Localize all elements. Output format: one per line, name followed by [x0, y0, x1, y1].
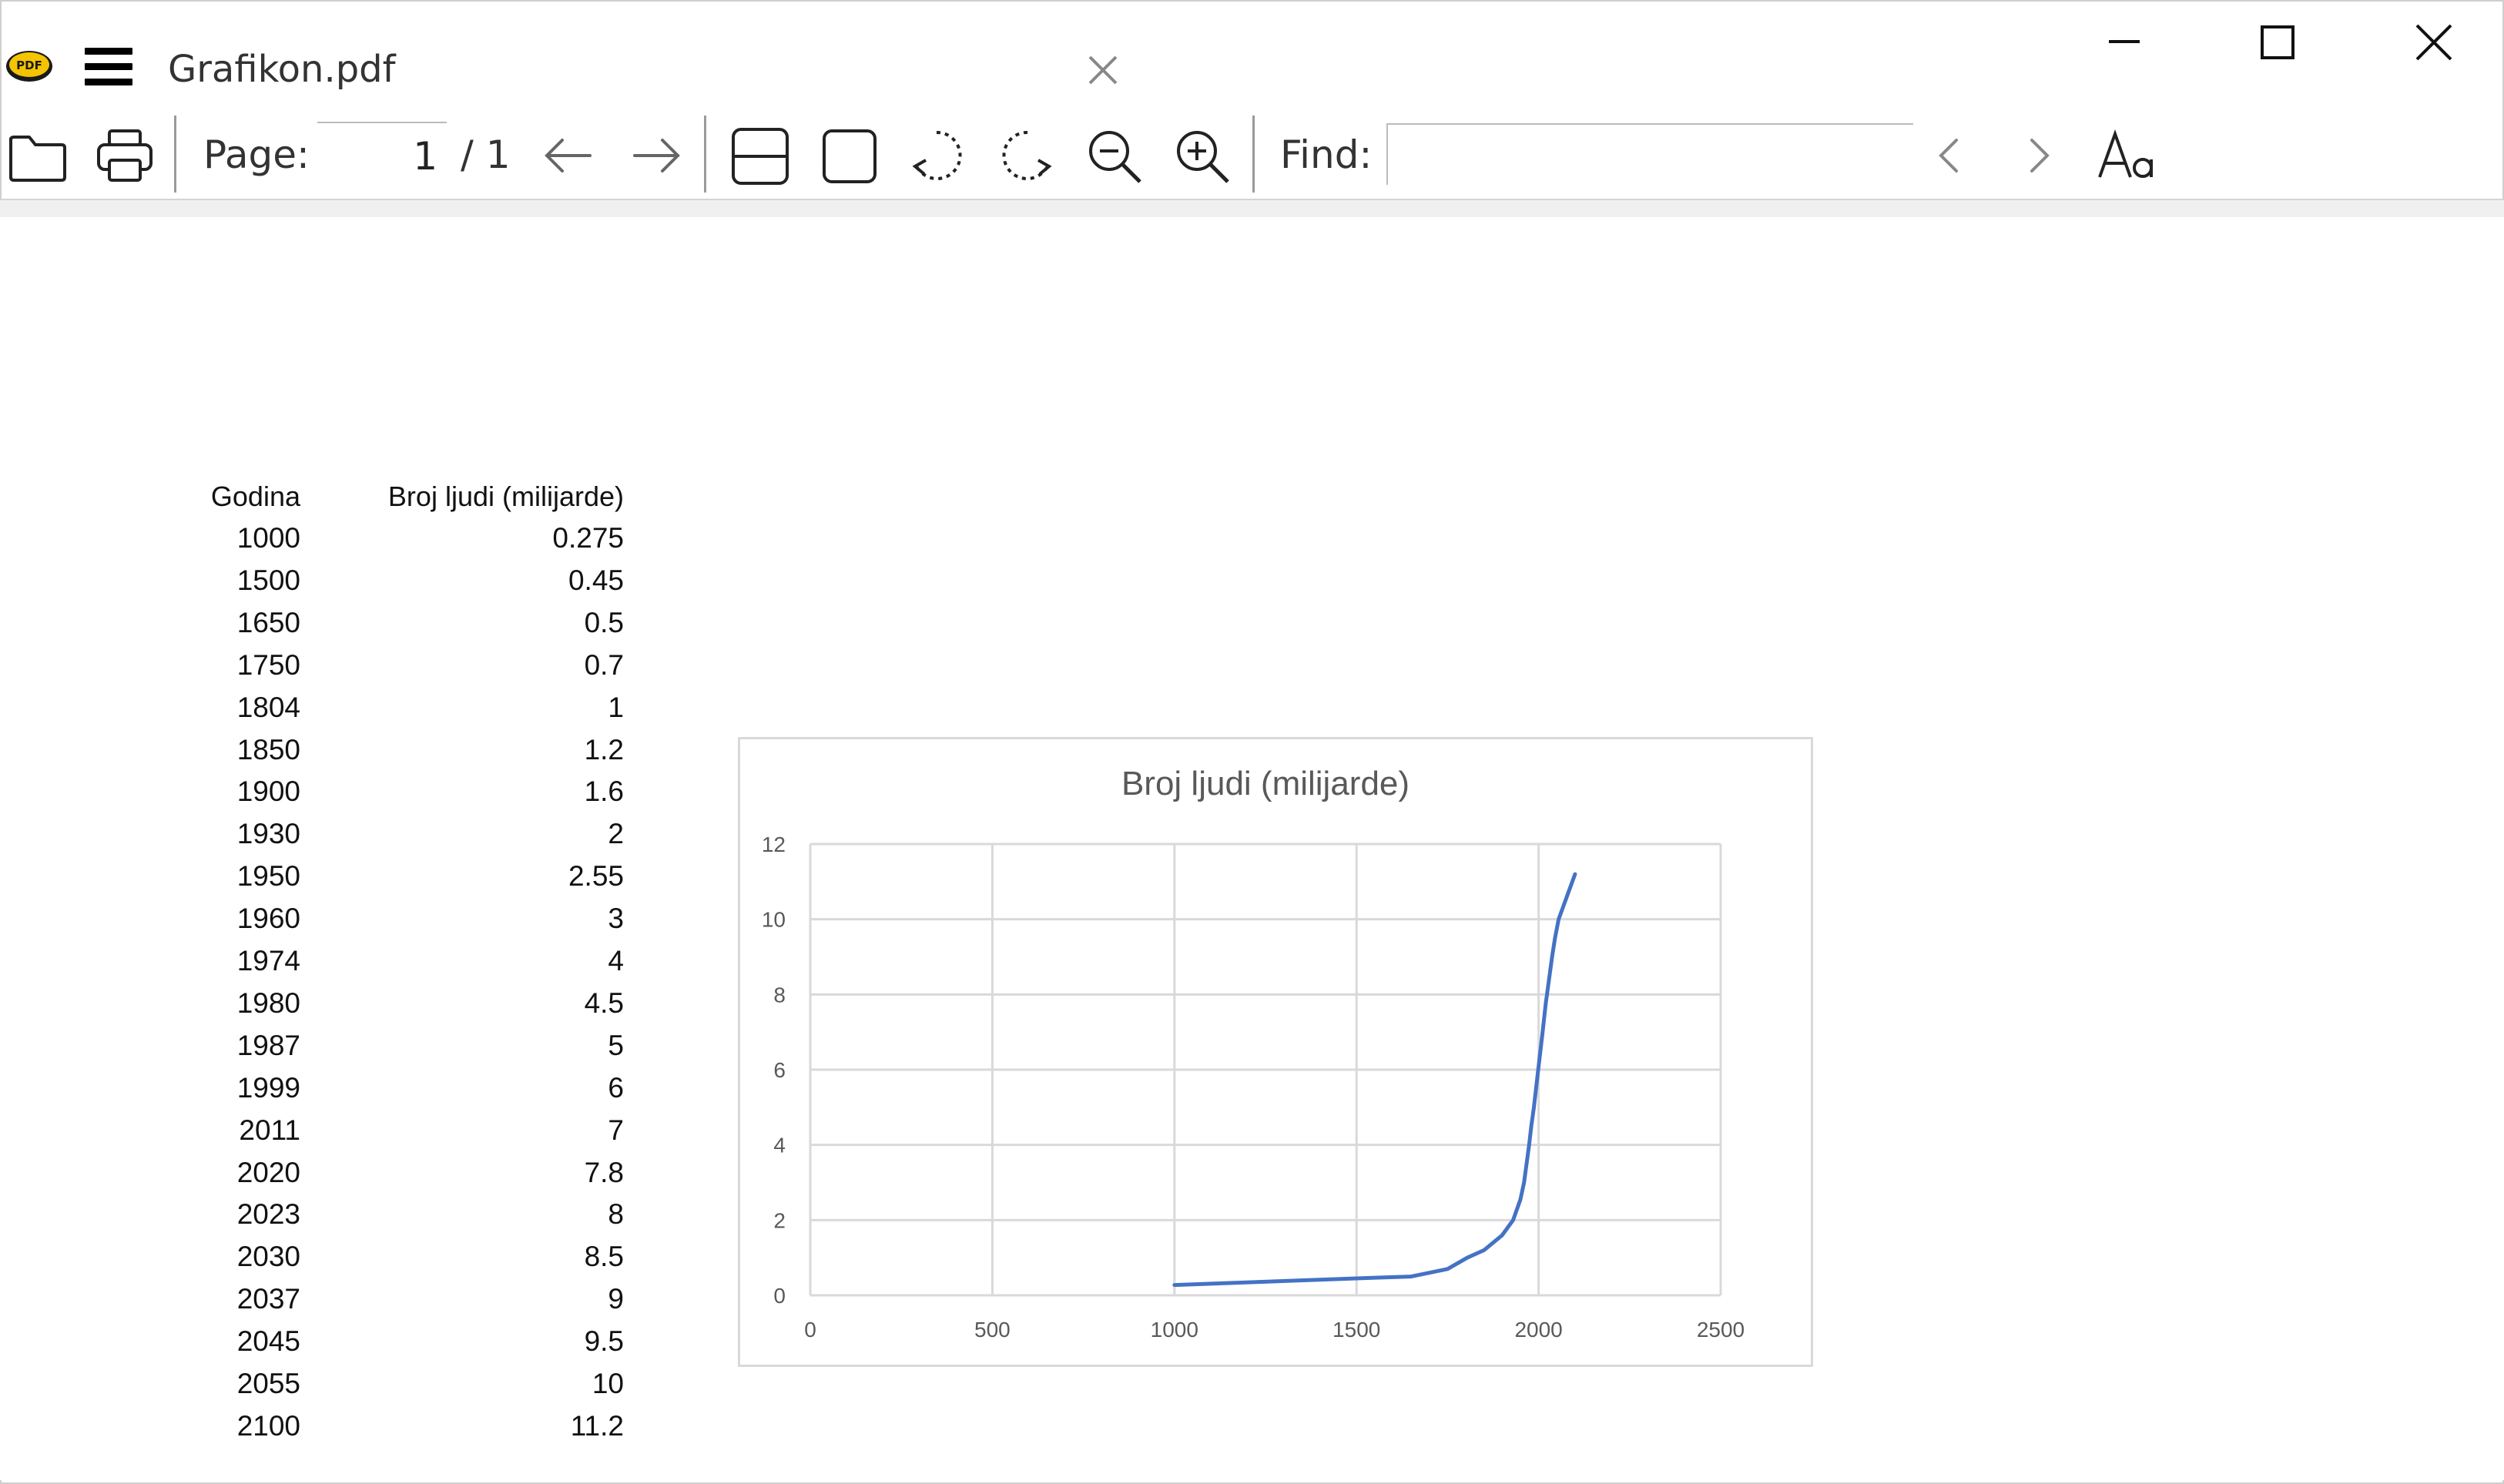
- y-tick-label: 8: [773, 983, 786, 1007]
- y-tick-label: 6: [773, 1058, 786, 1082]
- toolbar-separator: [704, 116, 706, 193]
- find-input[interactable]: [1386, 123, 1913, 185]
- table-cell-population: 2: [608, 818, 624, 850]
- minimize-window-icon[interactable]: [2086, 8, 2163, 77]
- table-header-year: Godina: [210, 481, 300, 512]
- table-cell-population: 0.7: [584, 648, 624, 681]
- x-tick-label: 0: [804, 1318, 816, 1342]
- toolbar-separator: [1252, 116, 1255, 193]
- x-tick-label: 2500: [1697, 1318, 1745, 1342]
- table-cell-year: 1850: [236, 733, 300, 765]
- next-page-arrow-icon[interactable]: [624, 123, 689, 188]
- table-cell-population: 1.2: [584, 733, 624, 765]
- table-cell-year: 2030: [236, 1241, 300, 1273]
- table-cell-year: 1999: [236, 1071, 300, 1104]
- table-cell-population: 4.5: [584, 987, 624, 1019]
- x-tick-label: 2000: [1514, 1318, 1562, 1342]
- table-cell-year: 2020: [236, 1156, 300, 1188]
- document-tab-title[interactable]: Grafikon.pdf: [168, 48, 396, 91]
- table-cell-year: 2023: [236, 1198, 300, 1231]
- maximize-window-icon[interactable]: [2238, 8, 2315, 77]
- chart: Broj ljudi (milijarde) 0 2 4 6 8 10 12 0 500 1000 1…: [738, 737, 1813, 1367]
- zoom-in-icon[interactable]: [1169, 123, 1234, 188]
- x-tick-label: 1000: [1151, 1318, 1198, 1342]
- x-tick-label: 500: [974, 1318, 1011, 1342]
- title-bar: PDF Grafikon.pdf: [0, 0, 2504, 116]
- y-tick-label: 2: [773, 1208, 786, 1232]
- table-cell-year: 2100: [236, 1409, 300, 1442]
- table-cell-year: 1804: [236, 691, 300, 723]
- table-cell-year: 1650: [236, 606, 300, 638]
- pdf-app-logo-icon: PDF: [6, 51, 52, 82]
- y-tick-label: 4: [773, 1134, 786, 1157]
- table-cell-population: 7.8: [584, 1156, 624, 1188]
- svg-text:PDF: PDF: [16, 59, 42, 72]
- table-cell-year: 1000: [236, 522, 300, 554]
- series-line: [1172, 872, 1577, 1288]
- table-cell-population: 9: [608, 1283, 624, 1315]
- text-size-icon[interactable]: [2095, 123, 2160, 188]
- table-cell-population: 10: [592, 1368, 624, 1399]
- table-cell-population: 7: [608, 1114, 624, 1146]
- rotate-left-icon[interactable]: [906, 123, 970, 188]
- previous-page-arrow-icon[interactable]: [536, 123, 601, 188]
- close-tab-icon[interactable]: [1082, 49, 1124, 91]
- table-cell-population: 0.5: [584, 606, 624, 638]
- page-label: Page:: [203, 132, 310, 177]
- table-cell-year: 1950: [236, 860, 300, 893]
- table-cell-year: 2055: [236, 1368, 300, 1399]
- x-tick-label: 1500: [1332, 1318, 1380, 1342]
- y-tick-label: 0: [773, 1284, 786, 1308]
- open-folder-icon[interactable]: [5, 123, 69, 188]
- table-cell-population: 3: [608, 903, 624, 935]
- page-total: / 1: [461, 132, 511, 177]
- table-cell-year: 1974: [236, 945, 300, 976]
- table-cell-year: 2045: [236, 1325, 300, 1358]
- table-cell-year: 2011: [239, 1114, 300, 1146]
- table-cell-year: 1930: [236, 818, 300, 850]
- table-header-population: Broj ljudi (milijarde): [387, 481, 624, 512]
- table-cell-population: 9.5: [584, 1325, 624, 1358]
- table-cell-population: 1.6: [584, 775, 624, 808]
- table-cell-population: 11.2: [570, 1409, 624, 1442]
- page-number-input[interactable]: [317, 122, 447, 183]
- fit-width-icon[interactable]: [729, 123, 793, 188]
- y-tick-label: 10: [762, 908, 786, 932]
- table-cell-year: 1500: [236, 564, 300, 596]
- table-cell-population: 0.275: [552, 522, 624, 554]
- table-cell-year: 1900: [236, 775, 300, 808]
- fit-page-icon[interactable]: [818, 123, 883, 188]
- table-cell-year: 2037: [236, 1283, 300, 1315]
- table-cell-year: 1750: [236, 648, 300, 681]
- rotate-right-icon[interactable]: [994, 123, 1058, 188]
- chart-svg: Broj ljudi (milijarde) 0 2 4 6 8 10 12 0 500 1000 1…: [762, 765, 1745, 1342]
- find-previous-icon[interactable]: [1918, 123, 1983, 188]
- table-cell-population: 4: [608, 945, 624, 976]
- table-cell-population: 8: [608, 1198, 624, 1231]
- toolbar-divider: [0, 199, 2504, 217]
- table-cell-population: 1: [608, 691, 624, 723]
- toolbar-separator: [174, 116, 176, 193]
- table-cell-year: 1960: [236, 903, 300, 935]
- toolbar: Page: / 1 Find:: [0, 116, 2504, 199]
- print-icon[interactable]: [92, 123, 157, 188]
- table-cell-year: 1987: [236, 1029, 300, 1061]
- find-label: Find:: [1280, 132, 1373, 177]
- table-cell-population: 6: [608, 1071, 624, 1104]
- find-next-icon[interactable]: [2006, 123, 2070, 188]
- table-cell-population: 0.45: [568, 564, 624, 596]
- document-page: Godina Broj ljudi (milijarde) 1000 0.275 1…: [0, 217, 2504, 1480]
- zoom-out-icon[interactable]: [1081, 123, 1146, 188]
- table-cell-population: 2.55: [568, 860, 624, 893]
- chart-title: Broj ljudi (milijarde): [1121, 765, 1410, 802]
- table-cell-population: 8.5: [584, 1241, 624, 1273]
- y-tick-label: 12: [762, 832, 786, 856]
- menu-icon[interactable]: [85, 48, 132, 88]
- table-cell-year: 1980: [236, 987, 300, 1019]
- close-window-icon[interactable]: [2395, 8, 2472, 77]
- table-cell-population: 5: [608, 1029, 624, 1061]
